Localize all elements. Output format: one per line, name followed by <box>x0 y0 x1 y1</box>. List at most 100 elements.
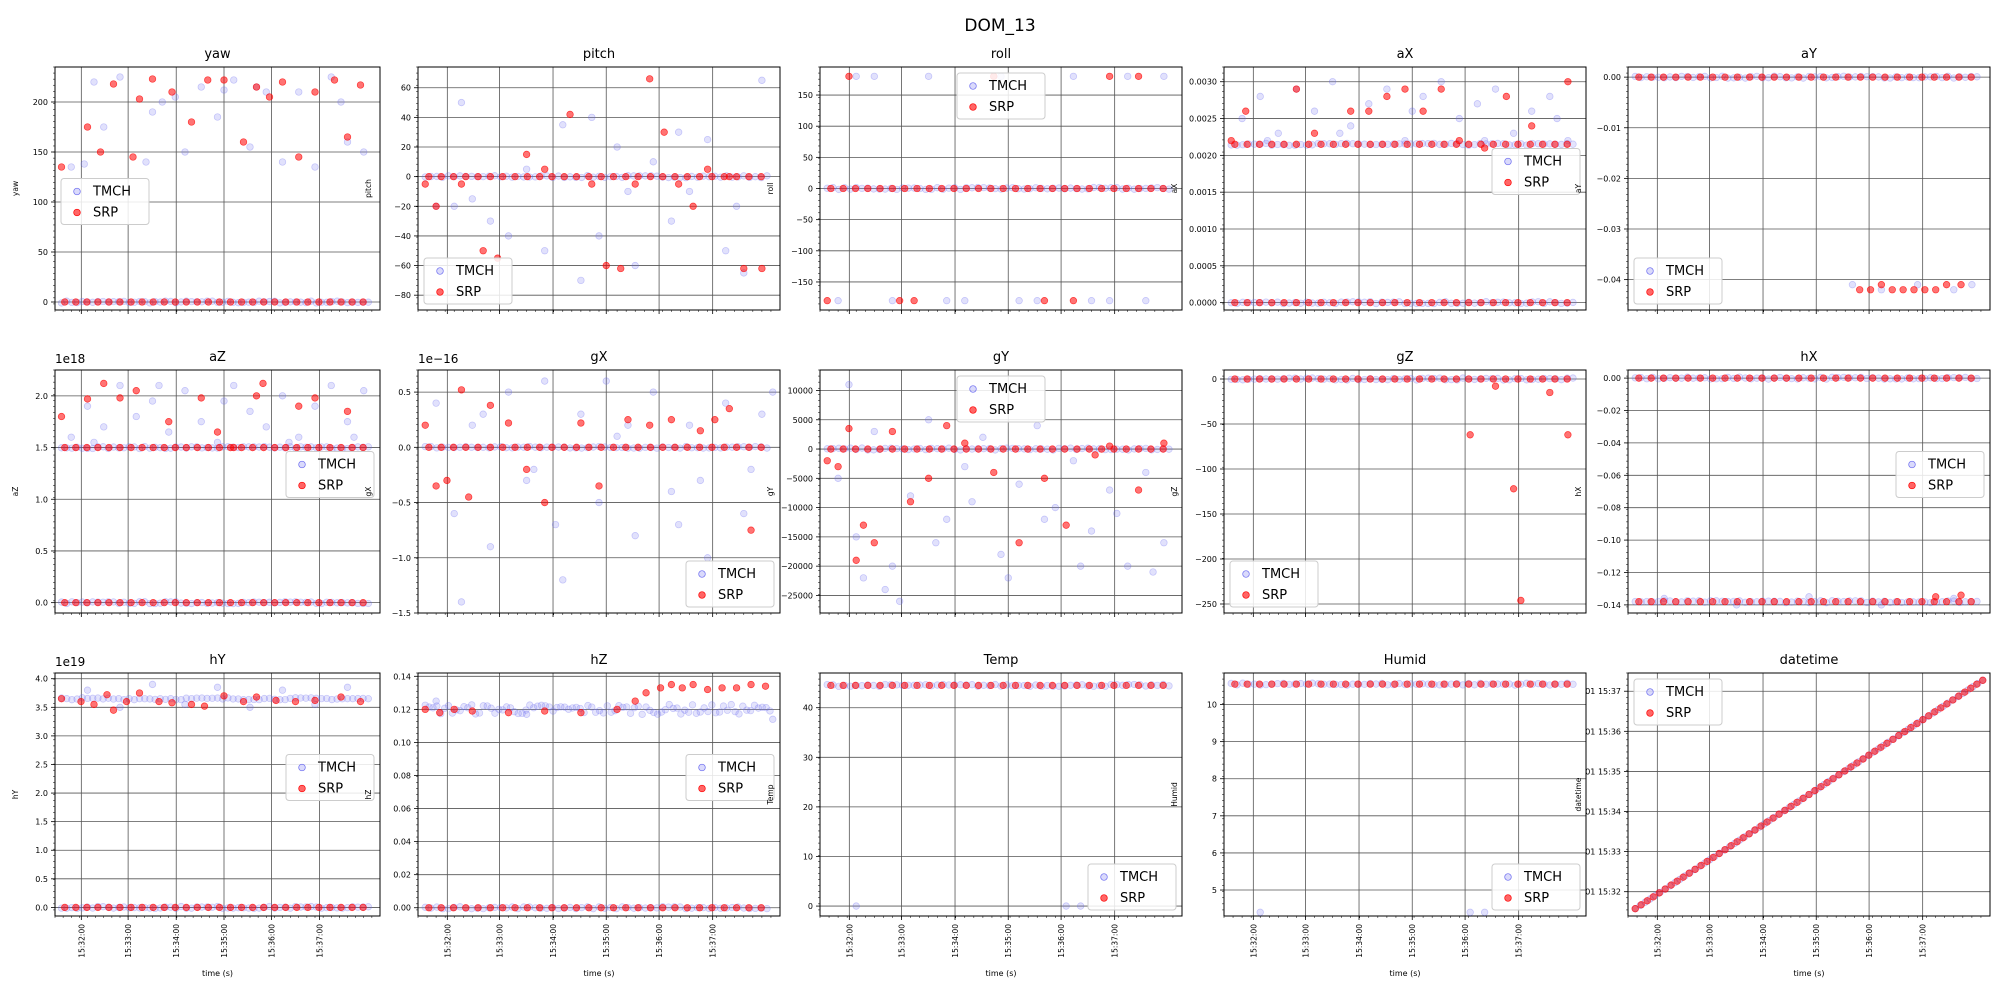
srp-point <box>1122 445 1130 453</box>
srp-point <box>1819 374 1828 382</box>
tmch-point <box>700 704 708 712</box>
srp-point <box>1551 140 1559 148</box>
srp-point <box>348 298 356 306</box>
tmch-point <box>722 247 730 255</box>
srp-point <box>1709 853 1717 862</box>
y-tick-label: 1.5 <box>35 444 48 453</box>
y-tick-label: 0.06 <box>393 805 411 814</box>
y-tick-label: 0 <box>808 445 813 454</box>
tmch-point <box>1437 78 1445 86</box>
subplot-title: hZ <box>590 653 607 668</box>
srp-point <box>1011 681 1020 690</box>
srp-point <box>1649 893 1657 901</box>
srp-point <box>1243 140 1251 148</box>
tmch-point <box>1256 92 1264 101</box>
tmch-point <box>997 550 1005 559</box>
srp-point <box>1097 184 1106 193</box>
srp-point <box>449 904 458 912</box>
srp-point <box>443 476 451 485</box>
srp-point <box>1415 680 1424 688</box>
tmch-point <box>100 423 108 431</box>
srp-point <box>1635 598 1643 606</box>
legend-label-srp: SRP <box>1524 891 1549 906</box>
x-tick-label: 15:34:00 <box>549 924 558 958</box>
srp-point <box>522 465 531 474</box>
tmch-point <box>230 76 238 84</box>
y-axis-label: hX <box>1574 487 1583 497</box>
srp-point <box>100 379 108 388</box>
srp-point <box>1073 681 1081 690</box>
srp-point <box>132 387 140 395</box>
srp-point <box>1745 598 1754 606</box>
srp-point <box>646 904 655 912</box>
tmch-point <box>1015 480 1023 488</box>
legend-box <box>1491 863 1581 911</box>
legend-marker-tmch <box>298 460 306 469</box>
srp-point <box>356 697 365 706</box>
srp-point <box>230 443 238 452</box>
tmch-point <box>198 694 206 702</box>
tmch-point <box>888 297 897 305</box>
srp-point <box>572 443 581 451</box>
srp-point <box>987 184 995 193</box>
srp-point <box>1242 107 1250 115</box>
srp-point <box>432 202 440 210</box>
tmch-point <box>549 707 557 715</box>
srp-point <box>1310 129 1319 137</box>
y-tick-label: −50 <box>796 216 813 225</box>
srp-point <box>359 443 367 452</box>
srp-point <box>1317 680 1325 688</box>
x-tick-label: 15:37:00 <box>1919 924 1928 958</box>
srp-point <box>315 443 323 452</box>
srp-point <box>1317 298 1325 307</box>
tmch-point <box>328 695 336 704</box>
tmch-point <box>623 703 631 711</box>
srp-point <box>237 443 246 452</box>
y-tick-label: 5 <box>1212 886 1217 895</box>
srp-point <box>1401 85 1409 93</box>
legend: TMCH SRP <box>1633 678 1723 726</box>
srp-point <box>585 904 593 912</box>
tmch-point <box>750 701 759 709</box>
srp-point <box>57 695 66 703</box>
srp-point <box>851 184 860 193</box>
y-tick-label: −15000 <box>781 533 813 542</box>
legend-box <box>285 754 375 801</box>
y-tick-label: 10 <box>803 852 813 861</box>
tmch-point <box>684 708 693 716</box>
plot-frame <box>819 672 1183 917</box>
legend-marker-srp <box>1242 591 1250 599</box>
srp-point <box>1563 680 1571 688</box>
srp-point <box>950 681 958 690</box>
srp-point <box>888 445 897 453</box>
legend-label-srp: SRP <box>1666 706 1691 721</box>
srp-point <box>1758 374 1766 382</box>
tmch-point <box>483 702 491 710</box>
srp-point <box>1921 286 1929 294</box>
tmch-point <box>638 710 646 718</box>
y-tick-label: −80 <box>394 291 411 300</box>
srp-point <box>1048 681 1057 690</box>
tmch-point <box>727 700 735 709</box>
srp-point <box>1795 374 1803 382</box>
srp-point <box>315 903 323 912</box>
srp-point <box>1085 184 1093 193</box>
srp-point <box>474 443 482 451</box>
tmch-point <box>262 423 270 431</box>
legend: TMCH SRP <box>1895 451 1985 498</box>
tmch-point <box>559 576 567 584</box>
tmch-point <box>432 697 440 705</box>
x-tick-label: 15:34:00 <box>1355 924 1364 958</box>
srp-point <box>259 379 267 388</box>
srp-point <box>109 706 118 714</box>
tmch-point <box>577 410 585 418</box>
srp-point <box>1292 680 1301 688</box>
srp-point <box>260 599 268 607</box>
srp-point <box>659 904 667 912</box>
srp-point <box>204 599 213 607</box>
legend-label-tmch: TMCH <box>1261 567 1300 582</box>
srp-point <box>823 457 831 465</box>
tmch-point <box>1528 107 1536 115</box>
srp-point <box>103 691 111 699</box>
srp-point <box>1551 375 1559 383</box>
